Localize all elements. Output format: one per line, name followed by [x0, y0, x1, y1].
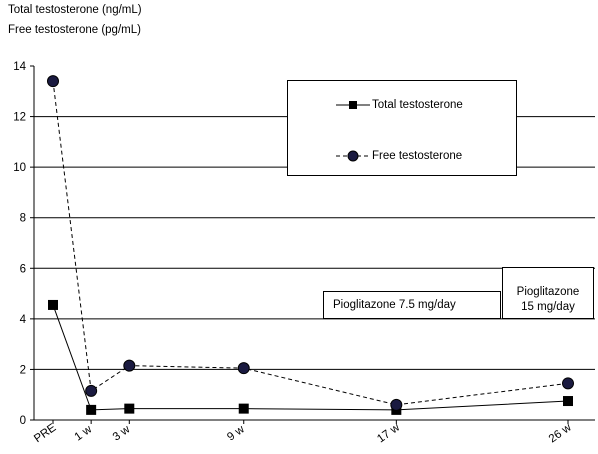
legend-swatch-total	[336, 101, 370, 109]
y-tick-label: 4	[20, 314, 27, 326]
data-point-total	[86, 404, 97, 415]
y-axis-ticks: 0 2 4 6 8 10 12 14	[13, 61, 34, 427]
legend-label-free: Free testosterone	[372, 150, 463, 162]
data-point-free	[47, 75, 59, 88]
legend-item-total: Total testosterone	[336, 97, 463, 113]
legend-swatch-free	[336, 150, 370, 162]
x-tick-label: 1 w	[73, 423, 95, 443]
y-tick-label: 6	[20, 263, 26, 275]
x-tick-label: PRE	[32, 422, 59, 446]
data-point-total	[238, 403, 249, 414]
data-point-free	[85, 384, 98, 397]
annotation-pioglitazone-15: Pioglitazone 15 mg/day	[502, 267, 594, 319]
series-line-free	[52, 81, 569, 406]
data-point-free	[237, 362, 250, 375]
x-tick-label: 26 w	[547, 421, 574, 445]
data-point-total	[124, 403, 135, 414]
data-point-total	[48, 299, 58, 310]
data-point-free	[562, 377, 574, 390]
annotation-pioglitazone-7-5: Pioglitazone 7.5 mg/day	[323, 291, 501, 319]
y-tick-label: 10	[13, 162, 26, 174]
data-point-free	[123, 359, 136, 372]
annotation-pioglitazone-15-text: Pioglitazone 15 mg/day	[516, 286, 580, 313]
legend: Total testosterone Free testosterone	[287, 80, 517, 176]
y-tick-label: 12	[13, 112, 26, 124]
series-line-total	[52, 304, 569, 411]
axes	[33, 66, 595, 421]
legend-label-total: Total testosterone	[372, 99, 463, 111]
data-point-total	[563, 396, 573, 407]
x-tick-label: 9 w	[225, 423, 247, 443]
y-axis-label-free: Free testosterone (pg/mL)	[8, 24, 141, 36]
x-tick-label: 3 w	[111, 423, 133, 443]
x-tick-label: 17 w	[375, 421, 402, 445]
y-axis-label-total: Total testosterone (ng/mL)	[8, 4, 142, 16]
legend-item-free: Free testosterone	[336, 148, 462, 164]
x-axis-ticks: PRE 1 w 3 w 9 w 17 w 26 w	[32, 420, 574, 445]
series	[47, 75, 574, 415]
y-tick-label: 2	[20, 364, 26, 376]
data-point-free	[390, 398, 403, 411]
y-tick-label: 8	[20, 213, 26, 225]
y-tick-label: 0	[20, 415, 26, 427]
y-tick-label: 14	[13, 61, 26, 73]
